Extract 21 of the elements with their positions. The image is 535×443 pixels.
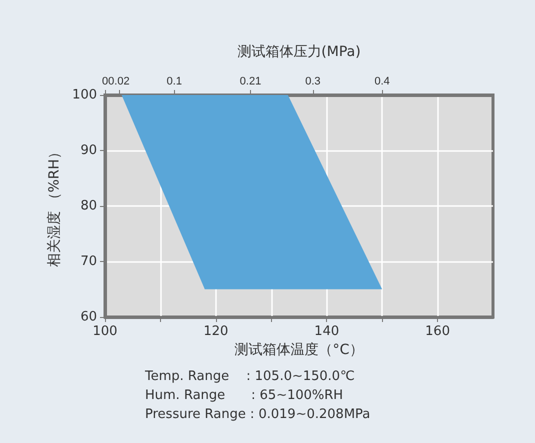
text: Pressure Range : 0.019~0.208MPa	[145, 407, 370, 422]
x2-tick-label: 0.1	[166, 76, 182, 88]
y-tick-label: 60	[80, 310, 97, 324]
y-axis-title: 相关湿度 （%RH）	[46, 144, 62, 268]
x2-tick-label: 0.02	[108, 76, 130, 88]
x2-tick-label: 0.4	[374, 76, 390, 88]
y-tick-label: 70	[80, 254, 97, 269]
x2-tick-label: 0.21	[240, 76, 262, 88]
y-tick-label: 90	[80, 143, 97, 158]
x2-tick-label: 0.3	[305, 76, 321, 88]
x2-tick-label: 0	[102, 76, 108, 88]
x-tick-label: 120	[203, 324, 228, 339]
x-tick-label: 140	[314, 324, 340, 339]
y-tick-label: 100	[72, 88, 97, 102]
x-tick-label: 100	[92, 324, 118, 339]
text: Temp. Range : 105.0~150.0℃	[144, 369, 355, 384]
y-tick-label: 80	[80, 198, 97, 214]
x-tick-label: 160	[425, 324, 450, 339]
text: Hum. Range : 65~100%RH	[145, 388, 344, 403]
x2-axis-title: 测试箱体压力(MPa)	[237, 44, 361, 60]
x-axis-title: 测试箱体温度（°C）	[234, 342, 364, 358]
